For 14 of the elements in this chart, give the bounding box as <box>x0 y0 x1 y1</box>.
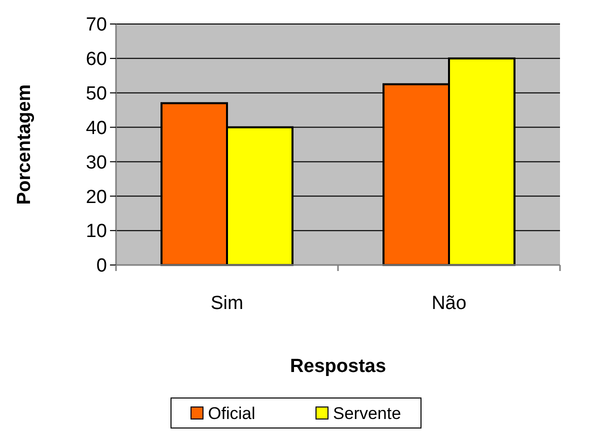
y-tick-label: 30 <box>86 152 107 174</box>
x-axis-title: Respostas <box>290 356 386 377</box>
x-tick-label: Sim <box>210 293 244 314</box>
y-tick-label: 10 <box>86 221 107 242</box>
y-tick-label: 50 <box>86 84 107 105</box>
legend-label: Oficial <box>208 404 256 423</box>
y-tick-label: 40 <box>86 118 107 139</box>
y-tick-label: 70 <box>86 14 107 36</box>
y-tick-label: 0 <box>96 256 107 277</box>
legend-label: Servente <box>333 404 402 423</box>
y-axis-title: Porcentagem <box>14 84 35 205</box>
y-tick-label: 60 <box>86 49 107 70</box>
y-tick-label: 20 <box>86 186 107 208</box>
x-tick-label: Não <box>432 293 466 314</box>
